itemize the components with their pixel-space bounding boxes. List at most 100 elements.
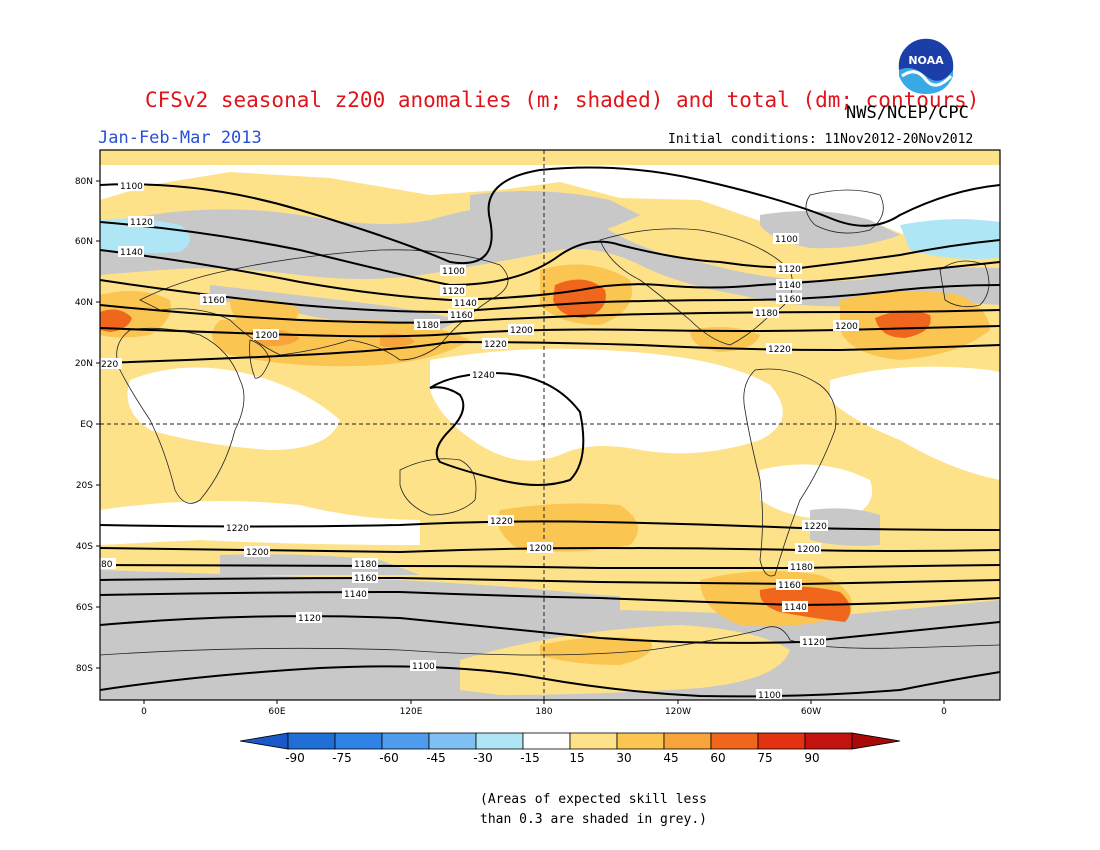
svg-text:1100: 1100: [775, 235, 798, 245]
colorbar-swatch: [710, 732, 759, 750]
svg-text:1220: 1220: [804, 522, 827, 532]
svg-text:1140: 1140: [120, 248, 143, 258]
svg-text:1180: 1180: [790, 563, 813, 573]
contour-label: 1160: [776, 293, 802, 305]
contour-1120-north: [100, 221, 1000, 287]
colorbar-label: 60: [710, 751, 725, 765]
contour-label: 1200: [833, 320, 859, 332]
contour-1100-south: [100, 665, 1000, 698]
svg-text:1200: 1200: [246, 548, 269, 558]
svg-text:1120: 1120: [442, 287, 465, 297]
svg-text:1160: 1160: [202, 296, 225, 306]
contour-label: 1100: [118, 180, 144, 192]
svg-text:1160: 1160: [778, 295, 801, 305]
contour-label: 1200: [244, 546, 270, 558]
svg-text:80: 80: [101, 560, 113, 570]
lon-label: 60W: [801, 707, 821, 717]
svg-text:1200: 1200: [797, 545, 820, 555]
colorbar-label: 75: [757, 751, 772, 765]
contour-label: 1100: [773, 233, 799, 245]
contour-label: 1200: [795, 543, 821, 555]
coastlines: [100, 189, 1000, 656]
colorbar-swatch: [287, 732, 336, 750]
lat-label: 80S: [76, 664, 93, 674]
contour-label: 1240: [470, 369, 496, 381]
contour-label: 1100: [410, 660, 436, 672]
svg-text:1200: 1200: [529, 544, 552, 554]
latitude-axis: 80N 60N 40N 20N EQ 20S 40S 60S 80S: [75, 177, 100, 674]
contour-1160-south: [100, 576, 1000, 586]
coast-antarctica: [100, 626, 1000, 656]
contour-label: 1140: [452, 297, 478, 309]
svg-text:1160: 1160: [354, 574, 377, 584]
longitude-axis: 0 60E 120E 180 120W 60W 0: [141, 700, 947, 717]
contour-label: 1220: [802, 520, 828, 532]
colorbar-swatch: [428, 732, 477, 750]
lat-label: 20S: [76, 481, 93, 491]
colorbar-swatch: [616, 732, 665, 750]
grey-skill-north-band: [100, 205, 1000, 307]
svg-text:1100: 1100: [442, 267, 465, 277]
contour-label: 1180: [352, 558, 378, 570]
colorbar-low-arrow: [239, 732, 289, 750]
anomaly-orange-antarctic-coast: [540, 636, 652, 665]
svg-text:1120: 1120: [298, 614, 321, 624]
colorbar-label: -30: [473, 751, 493, 765]
coast-europe-west: [939, 260, 990, 308]
colorbar-swatch: [757, 732, 806, 750]
anomaly-white-tropics-pacific: [430, 348, 783, 461]
contour-label: 1140: [776, 279, 802, 291]
coast-south-america: [743, 368, 837, 577]
contour-label: 1160: [448, 309, 474, 321]
svg-text:1220: 1220: [490, 517, 513, 527]
coast-africa: [116, 327, 245, 504]
colorbar-swatch: [569, 732, 618, 750]
svg-text:1180: 1180: [755, 309, 778, 319]
contour-label: 1140: [342, 588, 368, 600]
svg-text:1100: 1100: [412, 662, 435, 672]
contour-1220-north: [100, 340, 1000, 364]
lat-label: 80N: [75, 177, 93, 187]
contour-1200-south: [100, 546, 1000, 554]
lat-label: EQ: [80, 420, 93, 430]
colorbar-label: 30: [616, 751, 631, 765]
colorbar-swatch: [475, 732, 524, 750]
lon-label: 0: [141, 707, 147, 717]
lon-label: 60E: [268, 707, 285, 717]
contour-label: 1120: [296, 612, 322, 624]
anomaly-white-south-america: [760, 464, 872, 520]
coast-australia: [399, 458, 477, 516]
lat-label: 60N: [75, 237, 93, 247]
grey-skill-north-pacific: [470, 191, 640, 240]
coast-eurasia: [139, 249, 509, 361]
svg-text:1180: 1180: [354, 560, 377, 570]
chart-title: CFSv2 seasonal z200 anomalies (m; shaded…: [145, 88, 980, 112]
lon-label: 120W: [665, 707, 691, 717]
contour-label: 220: [100, 358, 122, 370]
svg-text:1160: 1160: [450, 311, 473, 321]
contour-label: 1200: [253, 329, 279, 341]
svg-text:1140: 1140: [454, 299, 477, 309]
contour-label: 1140: [782, 601, 808, 613]
footnote-line-2: than 0.3 are shaded in grey.): [480, 812, 707, 827]
anomaly-negative-west: [100, 218, 190, 254]
anomaly-darkorange-mediterranean: [100, 309, 132, 332]
svg-text:1180: 1180: [416, 321, 439, 331]
colorbar-label: -45: [426, 751, 446, 765]
colorbar-label: -60: [379, 751, 399, 765]
colorbar-swatch: [334, 732, 383, 750]
colorbar: -90 -75 -60 -45 -30 -15 15 30 45 60 75 90: [239, 732, 901, 765]
lon-label: 180: [535, 707, 552, 717]
contour-label: 1120: [128, 216, 154, 228]
svg-text:220: 220: [101, 360, 118, 370]
contour-label: 1220: [766, 343, 792, 355]
noaa-logo-text: NOAA: [908, 54, 944, 67]
contour-1140-south: [100, 590, 1000, 607]
colorbar-swatch: [804, 732, 853, 750]
colorbar-swatch: [381, 732, 430, 750]
svg-text:1220: 1220: [226, 524, 249, 534]
svg-text:1120: 1120: [778, 265, 801, 275]
coast-greenland: [805, 189, 884, 234]
contour-1120-south: [100, 615, 1000, 644]
